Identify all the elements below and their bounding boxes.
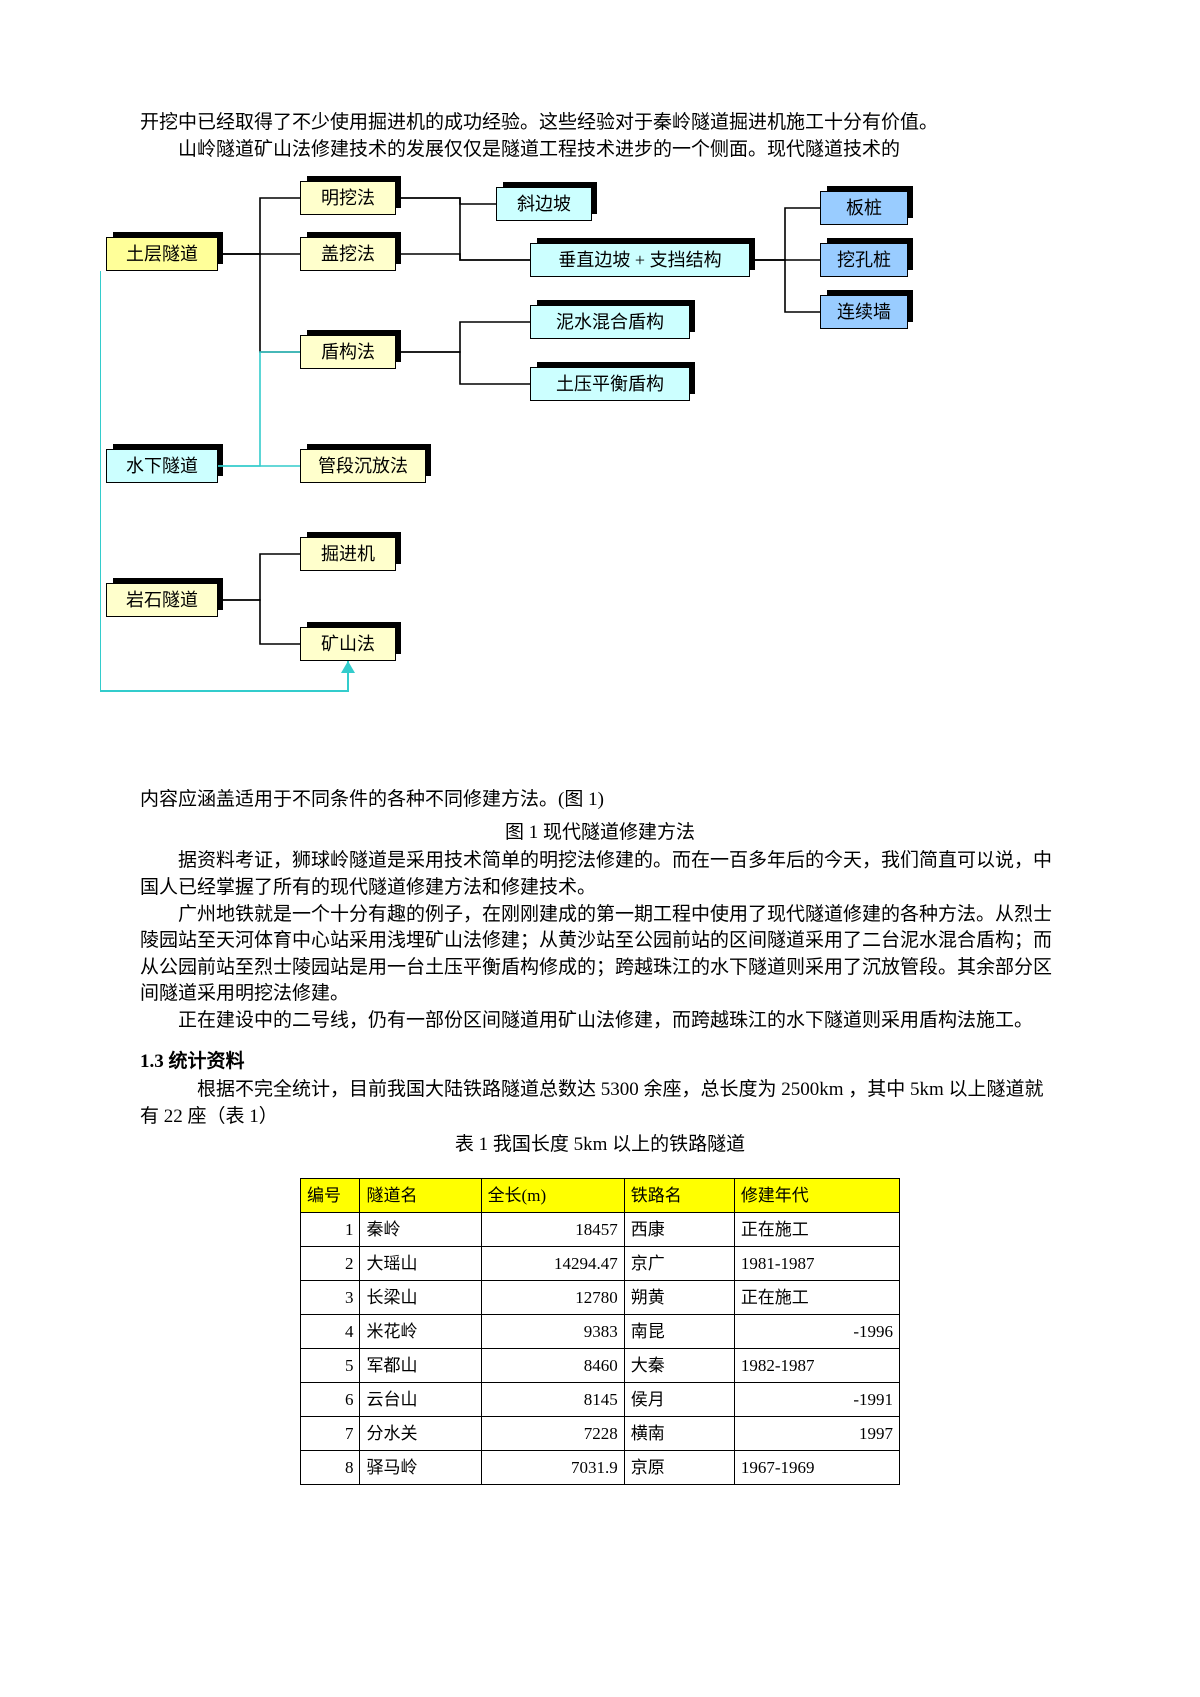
table-cell: 2 (301, 1246, 360, 1280)
table-cell: 7031.9 (481, 1450, 624, 1484)
table-col-4: 修建年代 (734, 1178, 899, 1212)
table-row: 5军都山8460大秦1982-1987 (301, 1348, 900, 1382)
node-tuya: 土压平衡盾构 (530, 367, 690, 401)
table-cell: 驿马岭 (360, 1450, 481, 1484)
node-shuixia: 水下隧道 (106, 449, 218, 483)
table-cell: 8145 (481, 1382, 624, 1416)
node-gaiwa: 盖挖法 (300, 237, 396, 271)
node-yanshi: 岩石隧道 (106, 583, 218, 617)
connector-3 (218, 352, 300, 466)
table-col-3: 铁路名 (624, 1178, 734, 1212)
node-banzhuang: 板桩 (820, 191, 908, 225)
node-nishui: 泥水混合盾构 (530, 305, 690, 339)
table-cell: 西康 (624, 1212, 734, 1246)
table-cell: 1982-1987 (734, 1348, 899, 1382)
table-cell: 米花岭 (360, 1314, 481, 1348)
table-cell: -1996 (734, 1314, 899, 1348)
table-cell: 8 (301, 1450, 360, 1484)
node-kuangshan: 矿山法 (300, 627, 396, 661)
table-body: 1秦岭18457西康正在施工2大瑶山14294.47京广1981-19873长梁… (301, 1212, 900, 1484)
table-cell: 9383 (481, 1314, 624, 1348)
table-col-0: 编号 (301, 1178, 360, 1212)
paragraph-3: 广州地铁就是一个十分有趣的例子，在刚刚建成的第一期工程中使用了现代隧道修建的各种… (140, 902, 1060, 1008)
page-root: 开挖中已经取得了不少使用掘进机的成功经验。这些经验对于秦岭隧道掘进机施工十分有价… (0, 0, 1200, 1525)
connector-6 (218, 600, 300, 644)
paragraph-2: 据资料考证，狮球岭隧道是采用技术简单的明挖法修建的。而在一百多年后的今天，我们简… (140, 848, 1060, 901)
paragraph-intro-b: 山岭隧道矿山法修建技术的发展仅仅是隧道工程技术进步的一个侧面。现代隧道技术的 (140, 137, 1060, 164)
table-cell: 正在施工 (734, 1212, 899, 1246)
table-row: 2大瑶山14294.47京广1981-1987 (301, 1246, 900, 1280)
figure-1-diagram: 土层隧道水下隧道岩石隧道 明挖法盖挖法盾构法管段沉放法掘进机矿山法 斜边坡垂直边坡 … (100, 167, 1020, 787)
table-cell: 8460 (481, 1348, 624, 1382)
connector-12 (750, 208, 820, 260)
connector-10 (396, 322, 530, 352)
table-cell: 3 (301, 1280, 360, 1314)
table-cell: -1991 (734, 1382, 899, 1416)
connector-2 (218, 254, 300, 352)
table-1-caption: 表 1 我国长度 5km 以上的铁路隧道 (140, 1132, 1060, 1159)
table-cell: 长梁山 (360, 1280, 481, 1314)
table-col-2: 全长(m) (481, 1178, 624, 1212)
table-cell: 京原 (624, 1450, 734, 1484)
table-cell: 5 (301, 1348, 360, 1382)
paragraph-intro-a: 开挖中已经取得了不少使用掘进机的成功经验。这些经验对于秦岭隧道掘进机施工十分有价… (140, 110, 1060, 137)
table-row: 8驿马岭7031.9京原1967-1969 (301, 1450, 900, 1484)
table-row: 1秦岭18457西康正在施工 (301, 1212, 900, 1246)
table-cell: 7228 (481, 1416, 624, 1450)
paragraph-after-diagram: 内容应涵盖适用于不同条件的各种不同修建方法。(图 1) (140, 787, 1060, 814)
table-cell: 1997 (734, 1416, 899, 1450)
section-1-3-heading: 1.3 统计资料 (140, 1049, 1060, 1076)
table-cell: 4 (301, 1314, 360, 1348)
table-cell: 南昆 (624, 1314, 734, 1348)
connector-11 (396, 352, 530, 384)
table-cell: 14294.47 (481, 1246, 624, 1280)
feedback-arrowhead (341, 661, 355, 673)
table-row: 4米花岭9383南昆-1996 (301, 1314, 900, 1348)
table-cell: 云台山 (360, 1382, 481, 1416)
table-cell: 侯月 (624, 1382, 734, 1416)
paragraph-5: 根据不完全统计，目前我国大陆铁路隧道总数达 5300 余座，总长度为 2500k… (140, 1077, 1060, 1130)
table-row: 7分水关7228横南1997 (301, 1416, 900, 1450)
table-cell: 军都山 (360, 1348, 481, 1382)
table-cell: 大秦 (624, 1348, 734, 1382)
node-tuceng: 土层隧道 (106, 237, 218, 271)
table-header-row: 编号隧道名全长(m)铁路名修建年代 (301, 1178, 900, 1212)
table-cell: 1 (301, 1212, 360, 1246)
connector-14 (750, 260, 820, 312)
node-xiebianpo: 斜边坡 (496, 187, 592, 221)
connector-7 (396, 198, 496, 204)
table-row: 3长梁山12780朔黄正在施工 (301, 1280, 900, 1314)
table-cell: 12780 (481, 1280, 624, 1314)
node-mingwa: 明挖法 (300, 181, 396, 215)
paragraph-4: 正在建设中的二号线，仍有一部份区间隧道用矿山法修建，而跨越珠江的水下隧道则采用盾… (140, 1008, 1060, 1035)
table-cell: 横南 (624, 1416, 734, 1450)
table-cell: 1967-1969 (734, 1450, 899, 1484)
node-lianxu: 连续墙 (820, 295, 908, 329)
node-dungou: 盾构法 (300, 335, 396, 369)
table-cell: 大瑶山 (360, 1246, 481, 1280)
table-cell: 18457 (481, 1212, 624, 1246)
table-cell: 朔黄 (624, 1280, 734, 1314)
figure-1-caption: 图 1 现代隧道修建方法 (140, 820, 1060, 847)
table-1: 编号隧道名全长(m)铁路名修建年代 1秦岭18457西康正在施工2大瑶山1429… (300, 1178, 900, 1485)
connector-0 (218, 198, 300, 254)
table-cell: 秦岭 (360, 1212, 481, 1246)
table-cell: 7 (301, 1416, 360, 1450)
node-juejin: 掘进机 (300, 537, 396, 571)
node-guanduan: 管段沉放法 (300, 449, 426, 483)
node-wakong: 挖孔桩 (820, 243, 908, 277)
table-cell: 正在施工 (734, 1280, 899, 1314)
connector-9 (396, 254, 530, 260)
table-cell: 6 (301, 1382, 360, 1416)
table-cell: 1981-1987 (734, 1246, 899, 1280)
table-cell: 分水关 (360, 1416, 481, 1450)
table-cell: 京广 (624, 1246, 734, 1280)
table-col-1: 隧道名 (360, 1178, 481, 1212)
connector-5 (218, 554, 300, 600)
node-chuizhi: 垂直边坡 + 支挡结构 (530, 243, 750, 277)
table-row: 6云台山8145侯月-1991 (301, 1382, 900, 1416)
